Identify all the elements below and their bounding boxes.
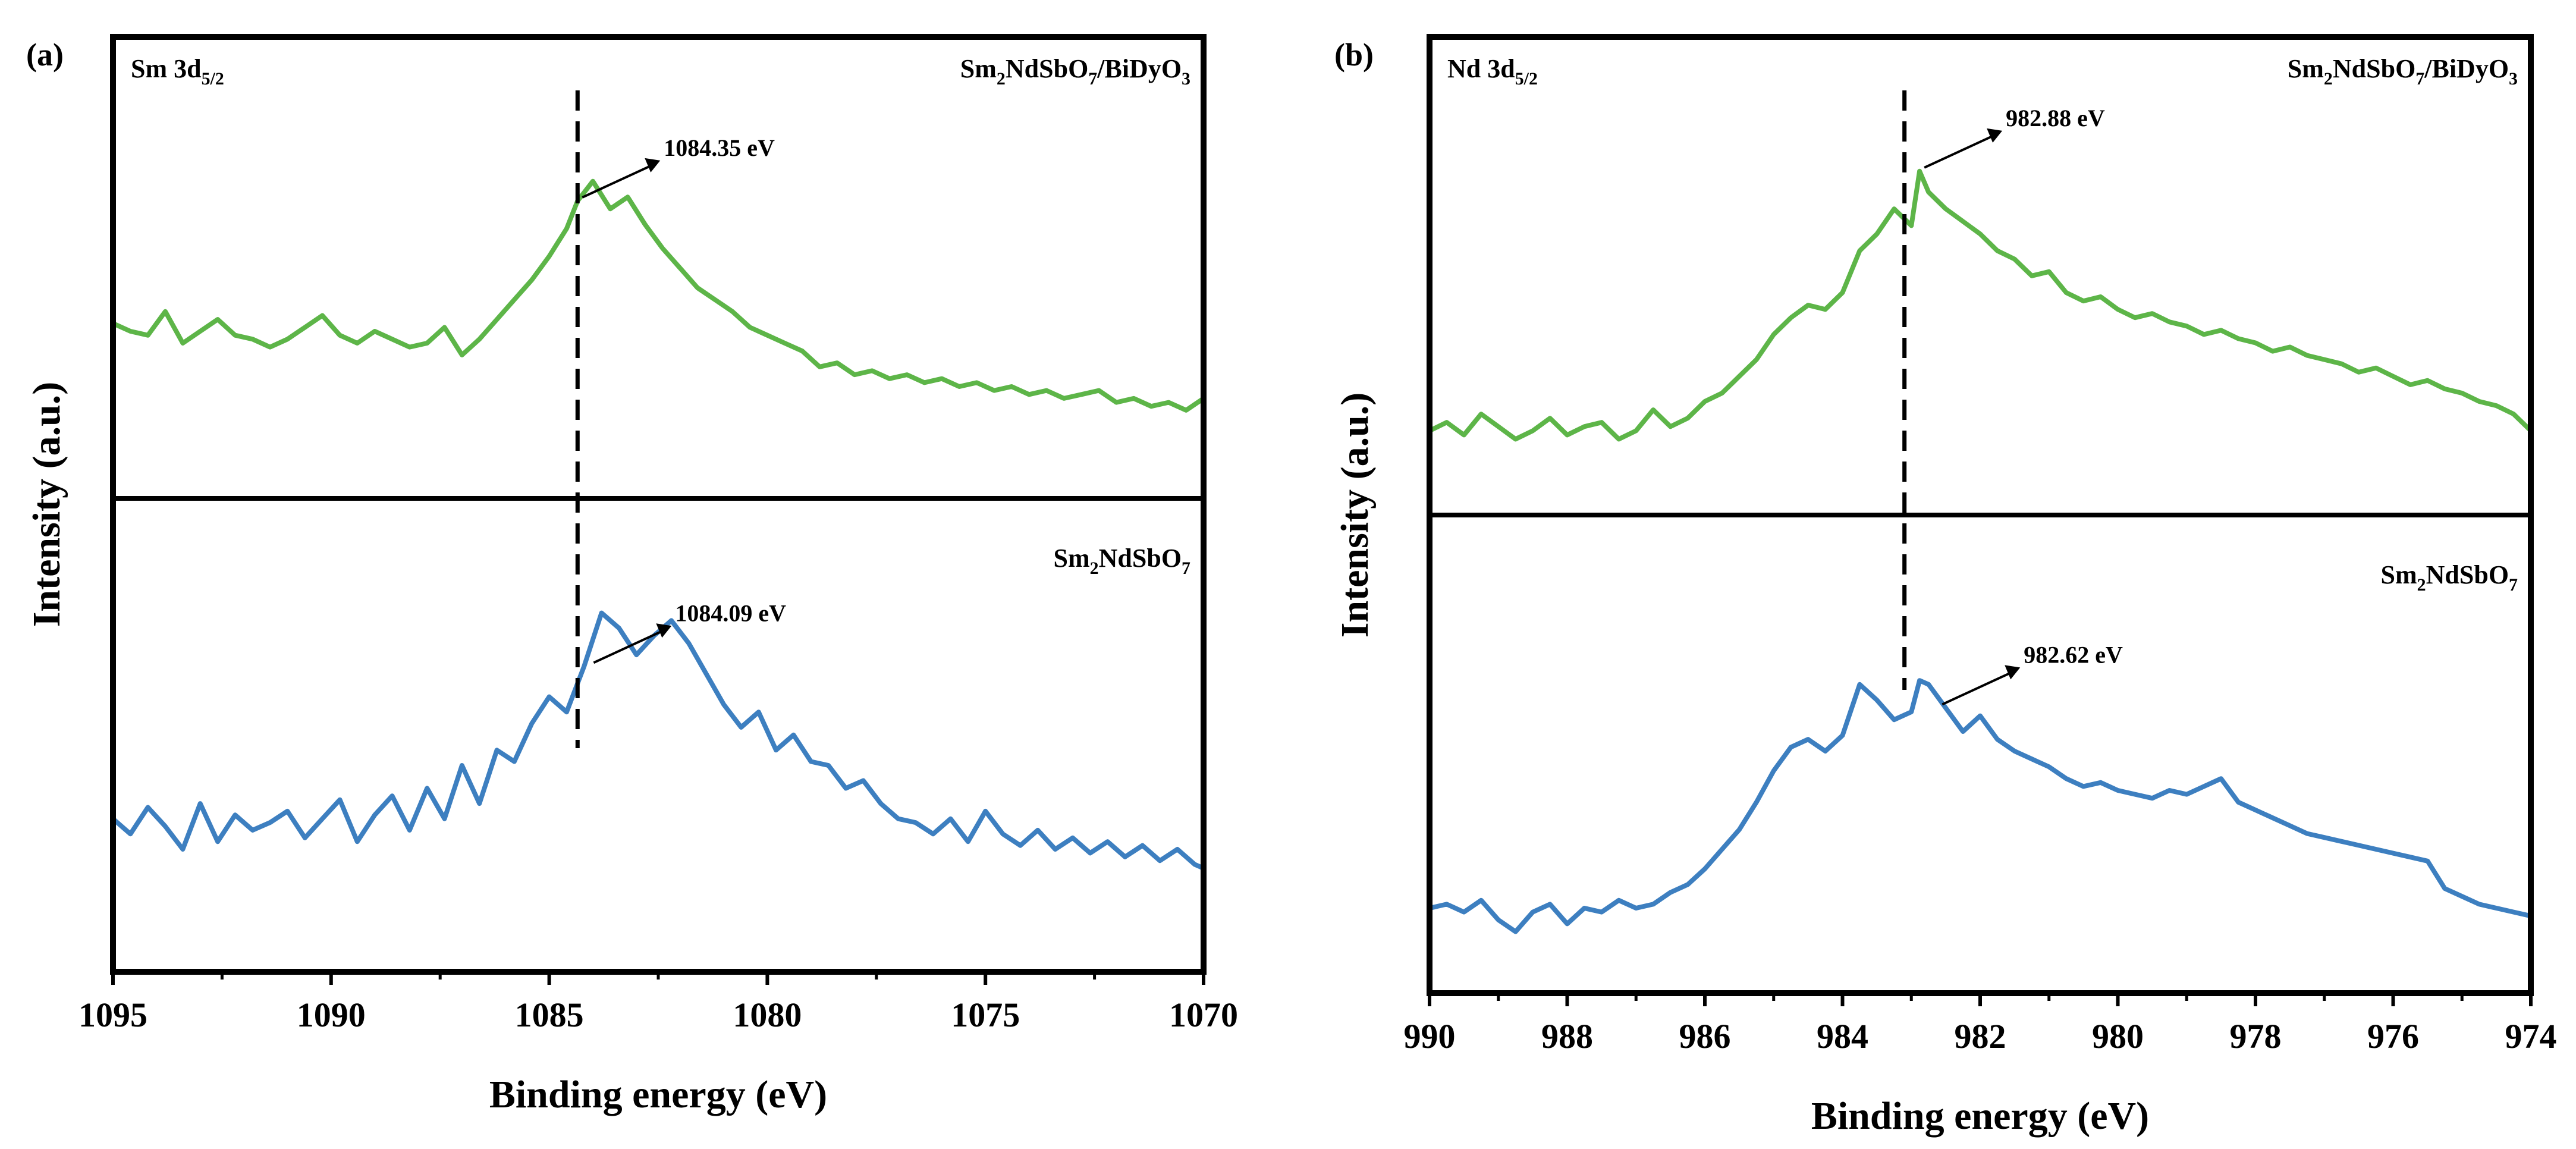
sample-label-part: NdSbO [2333, 54, 2415, 83]
sample-label-part: 2 [2417, 575, 2426, 595]
sample-label-part: 3 [1182, 69, 1190, 89]
panel-label: (b) [1334, 37, 1374, 73]
sample-label-part: Sm [2381, 560, 2417, 589]
sample-label-part: 7 [2509, 575, 2518, 595]
x-tick-label: 1070 [1169, 996, 1238, 1034]
series-line-composite [1428, 168, 2533, 442]
orbital-label: Nd 3d5/2 [1447, 54, 1538, 89]
peak-arrowhead [1987, 128, 2003, 143]
peak-arrowhead [656, 623, 672, 638]
peak-label: 982.88 eV [2006, 105, 2105, 131]
sample-label-part: 7 [2415, 69, 2424, 89]
sample-label-part: 2 [1090, 558, 1099, 578]
orbital-label-sub: 5/2 [202, 69, 224, 89]
peak-label: 1084.35 eV [664, 134, 775, 161]
sample-label-part: 3 [2509, 69, 2518, 89]
x-axis-title: Binding energy (eV) [489, 1073, 827, 1116]
sample-label-part: NdSbO [2426, 560, 2509, 589]
x-tick-label: 986 [1679, 1017, 1731, 1056]
x-tick-label: 976 [2367, 1017, 2419, 1056]
sample-label-part: NdSbO [1099, 544, 1182, 573]
sample-label-part: Sm [960, 54, 997, 83]
sample-label-part: 7 [1182, 558, 1190, 578]
y-axis-title: Intensity (a.u.) [25, 382, 68, 627]
sample-label: Sm2NdSbO7 [2381, 560, 2518, 595]
x-tick-label: 1085 [515, 996, 584, 1034]
peak-arrow-line [1924, 134, 1994, 169]
orbital-label-base: Nd 3d [1447, 54, 1515, 83]
sample-label-part: /BiDyO [2424, 54, 2509, 83]
sample-label-part: Sm [2288, 54, 2324, 83]
sample-label: Sm2NdSbO7/BiDyO3 [2288, 54, 2518, 89]
orbital-label-sub: 5/2 [1515, 69, 1538, 89]
sample-label-part: NdSbO [1006, 54, 1088, 83]
peak-arrowhead [645, 158, 661, 172]
sample-label-part: Sm [1054, 544, 1090, 573]
peak-arrow-line [1942, 671, 2013, 706]
peak-arrowhead [2005, 665, 2021, 680]
orbital-label-base: Sm 3d [131, 54, 202, 83]
sample-label: Sm2NdSbO7 [1054, 544, 1191, 578]
sample-label-part: 2 [2324, 69, 2333, 89]
x-tick-label: 984 [1817, 1017, 1868, 1056]
x-tick-label: 978 [2230, 1017, 2282, 1056]
x-axis-title: Binding energy (eV) [1811, 1094, 2149, 1138]
series-line-composite [112, 178, 1205, 413]
x-tick-label: 1075 [951, 996, 1020, 1034]
orbital-label: Sm 3d5/2 [131, 54, 224, 89]
peak-arrow-line [582, 164, 653, 199]
y-axis-title: Intensity (a.u.) [1333, 393, 1377, 638]
sample-label-part: /BiDyO [1097, 54, 1182, 83]
sample-label: Sm2NdSbO7/BiDyO3 [960, 54, 1190, 89]
x-tick-label: 990 [1404, 1017, 1456, 1056]
peak-arrow-line [593, 629, 664, 664]
x-tick-label: 974 [2505, 1017, 2557, 1056]
x-tick-label: 1090 [297, 996, 366, 1034]
series-line-pure [111, 610, 1205, 871]
x-tick-label: 988 [1541, 1017, 1593, 1056]
x-tick-label: 1080 [733, 996, 802, 1034]
x-tick-label: 982 [1955, 1017, 2006, 1056]
panel-label: (a) [26, 37, 64, 73]
sample-label-part: 2 [997, 69, 1006, 89]
sample-label-part: 7 [1088, 69, 1097, 89]
series-line-pure [1429, 678, 2531, 934]
peak-label: 982.62 eV [2024, 641, 2123, 668]
x-tick-label: 980 [2092, 1017, 2144, 1056]
x-tick-label: 1095 [78, 996, 147, 1034]
peak-label: 1084.09 eV [675, 599, 786, 626]
